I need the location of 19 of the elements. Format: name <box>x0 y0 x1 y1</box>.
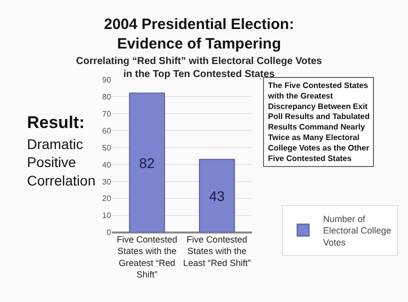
legend-label: Number of Electoral College Votes <box>323 214 392 248</box>
y-tick-label: 50 <box>102 143 112 152</box>
y-tick-label: 10 <box>102 211 112 220</box>
y-tick-label: 0 <box>106 228 112 238</box>
x-tick-label: Five Contested States with the Least “Red Shift” <box>183 234 251 268</box>
y-tick-label: 20 <box>102 194 112 204</box>
text: The Five Contested States with the Greatest Discrepancy Between Exit Poll Results and Tabulated Results Command Nearly Twice as Many Electoral College Votes as the Other Five Contested States <box>267 81 370 163</box>
y-tick-label: 30 <box>102 177 112 186</box>
y-tick-label: 40 <box>102 160 112 170</box>
text: Dramatic Positive Correlation <box>27 136 96 188</box>
y-tick-label: 90 <box>102 75 112 84</box>
x-tick-label: Five Contested States with the Greatest “Red Shift” <box>116 234 178 280</box>
data-label: 82 <box>139 154 155 171</box>
chart-title: 2004 Presidential Election: Evidence of Tampering <box>104 16 294 52</box>
text: Result: <box>27 113 85 132</box>
y-tick-label: 70 <box>102 109 112 118</box>
y-tick-label: 60 <box>102 126 112 136</box>
y-tick-label: 80 <box>102 92 112 102</box>
data-label: 43 <box>209 188 225 204</box>
